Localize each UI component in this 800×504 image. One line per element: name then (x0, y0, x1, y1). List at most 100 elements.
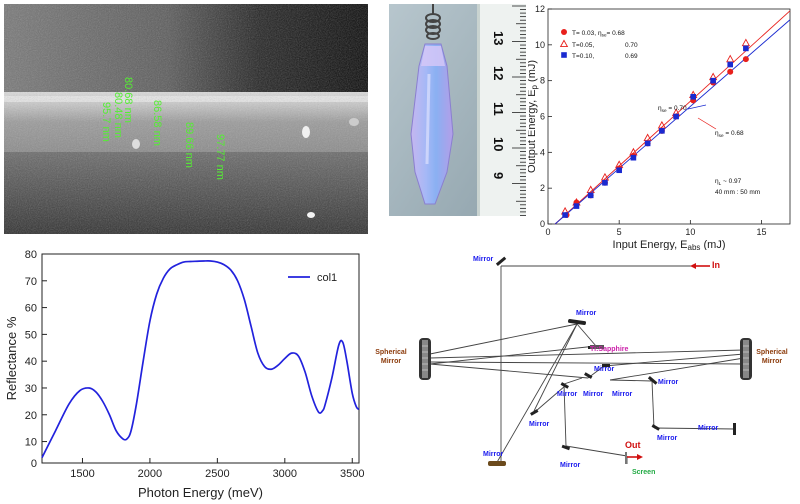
optical-diagram-panel: Mirror Mirror Mirror Mirror Mirror Mirro… (372, 246, 800, 504)
crystal-photo-panel: 13 12 11 10 9 (389, 4, 526, 216)
refl-y-tick-label-20: 20 (25, 410, 37, 422)
mirror-1 (495, 256, 507, 266)
energy-annotation-4: 40 mm : 50 mm (715, 189, 760, 196)
energy-x-tick-label-5: 5 (617, 227, 622, 237)
mirror-11 (733, 423, 736, 435)
energy-legend-label-0: T= 0.03, ηse= 0.68 (572, 30, 625, 38)
mirror-label-6: Mirror (612, 391, 633, 398)
mirror-label-2: Mirror (576, 310, 597, 317)
energy-legend-marker-2 (561, 52, 567, 58)
spherical-mirror-left (419, 338, 431, 380)
sem-label-5: 89.66 nm (183, 122, 195, 168)
energy-point-2-4 (616, 167, 622, 174)
energy-chart-panel: 0 5 10 15 0 2 4 6 8 10 12 T= 0.03, ηse= 0.68 T=0.05, 0… (528, 2, 798, 250)
in-label: In (712, 260, 720, 270)
mirror-8 (560, 382, 569, 389)
mirror-7 (530, 409, 539, 416)
crystal-shape (410, 43, 454, 205)
screen-bar (625, 452, 627, 464)
refl-y-tick-label-60: 60 (25, 303, 37, 315)
mirror-label-7: Mirror (658, 379, 679, 386)
energy-legend-marker-0 (561, 29, 567, 35)
mirror-label-12: Mirror (483, 451, 504, 458)
energy-point-2-7 (659, 128, 665, 134)
energy-fit-line-1 (554, 19, 791, 225)
mirrors (488, 256, 736, 466)
refl-y-tick-label-80: 80 (25, 249, 37, 261)
energy-point-2-5 (630, 154, 637, 161)
mirror-label-5: Mirror (583, 391, 604, 398)
energy-annotation-arrow-1 (687, 104, 707, 110)
energy-annotation-3: ηL ~ 0.97 (715, 178, 742, 186)
mirror-label-10: Mirror (560, 462, 581, 469)
energy-chart: 0 5 10 15 0 2 4 6 8 10 12 T= 0.03, ηse= 0.68 T=0.05, 0… (528, 4, 791, 250)
ruler-label-12: 12 (491, 66, 506, 80)
spherical-right-line1: Spherical (756, 349, 788, 356)
refl-y-tick-label-40: 40 (25, 356, 37, 368)
refl-x-tick-label-2500: 2500 (205, 468, 229, 480)
mirror-9 (651, 424, 660, 431)
mirror-label-9: Mirror (657, 435, 678, 442)
energy-y-tick-label-10: 10 (535, 40, 545, 50)
mirror-12 (488, 461, 506, 466)
energy-point-0-12 (742, 56, 749, 63)
reflectance-chart-panel: 1500 2000 2500 3000 3500 0 10 20 30 40 50 60 70 80 col… (0, 246, 372, 504)
out-arrow (626, 454, 643, 460)
mirror-label-8: Mirror (529, 421, 550, 428)
mirror-6 (647, 376, 658, 385)
spherical-right-line2: Mirror (762, 358, 783, 365)
refl-legend-label: col1 (317, 272, 337, 284)
energy-point-2-11 (727, 61, 734, 68)
refl-x-tick-label-3000: 3000 (273, 468, 297, 480)
sem-label-6: 97.77 nm (214, 134, 226, 180)
mirror-5 (602, 364, 610, 367)
energy-series-2 (562, 45, 749, 218)
energy-plot-area (547, 8, 791, 225)
energy-point-2-9 (690, 93, 696, 100)
energy-fit-line-0 (554, 10, 791, 225)
reflectance-chart: 1500 2000 2500 3000 3500 0 10 20 30 40 50 60 70 80 col… (4, 249, 364, 500)
energy-y-tick-label-6: 6 (540, 112, 545, 122)
energy-point-2-2 (587, 192, 594, 199)
ruler: 13 12 11 10 9 (477, 4, 526, 216)
mirror-labels: Mirror Mirror Mirror Mirror Mirror Mirro… (473, 256, 719, 469)
energy-x-tick-label-15: 15 (757, 227, 767, 237)
refl-series-line (41, 260, 360, 459)
energy-y-tick-label-8: 8 (540, 76, 545, 86)
energy-point-2-3 (602, 179, 608, 186)
screen-label: Screen (632, 469, 655, 476)
mirror-label-4: Mirror (557, 391, 578, 398)
sem-image-panel: 80.68 nm 80.48 nm 86.58 nm 95.7 nm 89.66… (4, 4, 368, 234)
ruler-label-11: 11 (491, 102, 506, 116)
refl-x-tick-label-2000: 2000 (138, 468, 162, 480)
energy-point-2-6 (644, 140, 651, 147)
energy-annotation-1: ηse = 0.70 (658, 105, 687, 113)
wire-loop (425, 4, 441, 40)
spherical-left-line2: Mirror (381, 358, 402, 365)
energy-point-2-10 (710, 77, 716, 84)
refl-x-tick-label-3500: 3500 (340, 468, 364, 480)
energy-legend-label-2: T=0.10, 0.69 (572, 53, 638, 60)
refl-y-tick-label-30: 30 (25, 383, 37, 395)
energy-legend-marker-1 (559, 39, 569, 48)
refl-y-tick-label-70: 70 (25, 276, 37, 288)
energy-point-2-12 (743, 45, 749, 52)
ruler-label-9: 9 (491, 172, 506, 179)
refl-x-tick-label-1500: 1500 (70, 468, 94, 480)
mirror-label-1: Mirror (473, 256, 494, 263)
energy-x-tick-label-10: 10 (685, 227, 695, 237)
energy-point-2-1 (573, 203, 580, 209)
mirror-10 (561, 444, 571, 451)
energy-annotation-2: ηse = 0.68 (715, 130, 744, 138)
energy-point-2-8 (673, 113, 679, 120)
energy-y-tick-label-12: 12 (535, 4, 545, 14)
sem-label-4: 95.7 nm (100, 102, 112, 142)
spherical-left-line1: Spherical (375, 349, 407, 356)
beam-paths (429, 265, 745, 466)
mirror-label-11: Mirror (698, 425, 719, 432)
mirror-2 (568, 318, 586, 326)
refl-y-tick-label-0: 0 (31, 458, 37, 470)
energy-y-tick-label-2: 2 (540, 183, 545, 193)
ruler-label-10: 10 (491, 137, 506, 151)
crystal-photo: 13 12 11 10 9 (389, 4, 526, 216)
